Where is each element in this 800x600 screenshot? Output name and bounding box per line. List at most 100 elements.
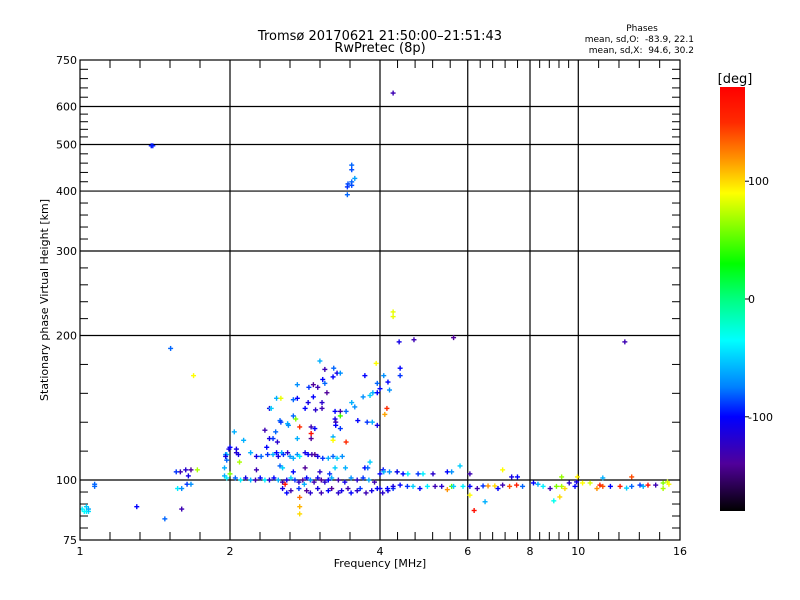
data-point bbox=[173, 469, 179, 475]
data-point bbox=[377, 386, 383, 392]
data-point bbox=[262, 427, 268, 433]
data-point bbox=[629, 474, 635, 480]
data-point bbox=[227, 471, 233, 477]
data-point bbox=[444, 487, 450, 493]
data-point bbox=[492, 483, 498, 489]
data-point bbox=[331, 365, 337, 371]
data-point bbox=[572, 483, 578, 489]
data-point bbox=[382, 411, 388, 417]
data-point bbox=[439, 483, 445, 489]
x-axis-title: Frequency [MHz] bbox=[334, 557, 426, 570]
data-point bbox=[282, 481, 288, 487]
data-point bbox=[280, 486, 286, 492]
axis-ticks bbox=[80, 60, 680, 540]
data-point bbox=[377, 486, 383, 492]
x-tick-label: 6 bbox=[464, 545, 471, 558]
data-point bbox=[310, 394, 316, 400]
data-point bbox=[194, 467, 200, 473]
data-point bbox=[304, 475, 310, 481]
grid-lines bbox=[80, 60, 680, 540]
data-point bbox=[367, 459, 373, 465]
data-point bbox=[396, 339, 402, 345]
data-point bbox=[287, 453, 293, 459]
data-point bbox=[535, 481, 541, 487]
data-point bbox=[308, 431, 314, 437]
data-point bbox=[345, 486, 351, 492]
data-point bbox=[294, 395, 300, 401]
data-point bbox=[248, 450, 254, 456]
data-point bbox=[622, 339, 628, 345]
data-point bbox=[449, 469, 455, 475]
data-point bbox=[308, 436, 314, 442]
data-point bbox=[547, 486, 553, 492]
data-point bbox=[390, 90, 396, 96]
data-point bbox=[600, 483, 606, 489]
data-point bbox=[297, 504, 303, 510]
y-tick-label: 500 bbox=[56, 139, 77, 152]
data-point bbox=[253, 453, 259, 459]
data-point bbox=[460, 483, 466, 489]
data-point bbox=[275, 453, 281, 459]
data-point bbox=[294, 436, 300, 442]
data-point bbox=[319, 405, 325, 411]
data-point bbox=[600, 475, 606, 481]
data-point bbox=[369, 488, 375, 494]
data-point bbox=[400, 471, 406, 477]
data-point bbox=[653, 482, 659, 488]
data-point bbox=[471, 508, 477, 514]
colorbar-gradient bbox=[720, 87, 745, 511]
data-point bbox=[315, 486, 321, 492]
data-point bbox=[253, 467, 259, 473]
y-axis-title: Stationary phase Virtual Height [km] bbox=[38, 199, 51, 401]
data-point bbox=[360, 394, 366, 400]
data-point bbox=[355, 418, 361, 424]
data-point bbox=[343, 439, 349, 445]
data-point bbox=[420, 471, 426, 477]
x-tick-label: 10 bbox=[571, 545, 585, 558]
data-point bbox=[495, 486, 501, 492]
data-point bbox=[332, 465, 338, 471]
data-point bbox=[293, 416, 299, 422]
data-point bbox=[335, 490, 341, 496]
data-point bbox=[296, 486, 302, 492]
data-point bbox=[191, 373, 197, 379]
data-point bbox=[327, 471, 333, 477]
data-point bbox=[381, 373, 387, 379]
data-point bbox=[343, 408, 349, 414]
data-point bbox=[666, 481, 672, 487]
data-point bbox=[377, 471, 383, 477]
data-point bbox=[405, 471, 411, 477]
data-point bbox=[337, 370, 343, 376]
data-point bbox=[241, 437, 247, 443]
data-point bbox=[432, 483, 438, 489]
data-point bbox=[348, 490, 354, 496]
data-point bbox=[566, 480, 572, 486]
data-point bbox=[320, 455, 326, 461]
data-point bbox=[297, 511, 303, 517]
data-point bbox=[339, 488, 345, 494]
data-point bbox=[330, 374, 336, 380]
data-point bbox=[290, 413, 296, 419]
data-point bbox=[224, 457, 230, 463]
data-point bbox=[360, 475, 366, 481]
data-point bbox=[485, 483, 491, 489]
data-point bbox=[311, 479, 317, 485]
x-tick-label: 16 bbox=[673, 545, 687, 558]
data-point bbox=[411, 337, 417, 343]
data-point bbox=[342, 465, 348, 471]
data-point bbox=[349, 400, 355, 406]
data-point bbox=[514, 474, 520, 480]
data-point bbox=[294, 382, 300, 388]
data-point bbox=[285, 422, 291, 428]
x-tick-label: 4 bbox=[377, 545, 384, 558]
data-point bbox=[551, 498, 557, 504]
data-point bbox=[292, 477, 298, 483]
data-point bbox=[430, 471, 436, 477]
data-point bbox=[520, 483, 526, 489]
data-point bbox=[397, 373, 403, 379]
stats-title: Phases bbox=[626, 24, 658, 34]
data-point bbox=[252, 477, 258, 483]
data-point bbox=[274, 395, 280, 401]
data-point bbox=[312, 452, 318, 458]
data-point bbox=[288, 488, 294, 494]
